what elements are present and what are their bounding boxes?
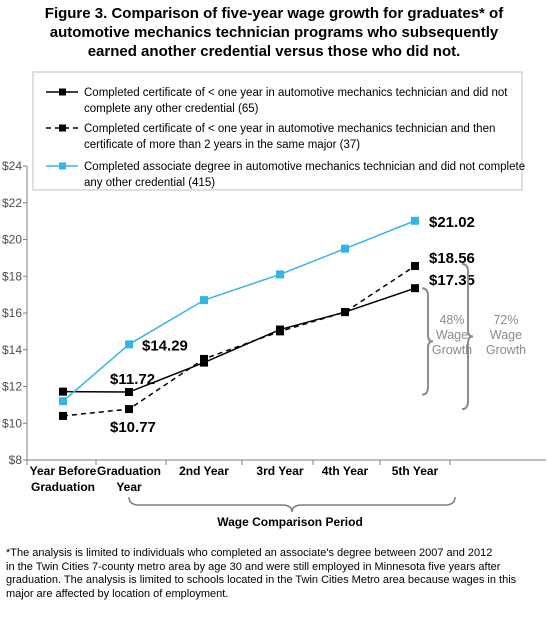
growth-annotation-growth72: Growth [486, 343, 526, 357]
y-tick-label: $24 [2, 159, 22, 173]
y-tick-label: $10 [2, 416, 22, 430]
legend-swatch-marker [59, 88, 66, 96]
series-line-cert_plus [62, 265, 416, 417]
y-tick-label: $22 [2, 196, 22, 210]
data-point-assoc [341, 244, 349, 253]
data-label: $11.72 [110, 371, 155, 388]
x-tick-label-line: 5th Year [392, 464, 439, 478]
x-tick-label: Year Before Graduation [30, 464, 97, 494]
legend-entry-text: Completed certificate of < one year in a… [84, 123, 495, 135]
data-label: $10.77 [110, 419, 156, 436]
y-tick-label: $20 [2, 233, 22, 247]
x-tick-label: 3rd Year [256, 464, 303, 478]
title-line: earned another credential versus those w… [87, 43, 461, 60]
legend-entry-text: certificate of more than 2 years in the … [84, 139, 360, 151]
data-point-cert_plus [276, 327, 284, 336]
growth-annotation-growth48: Wage [436, 328, 468, 342]
series-line-cert_only [62, 287, 416, 393]
data-label: $14.29 [142, 337, 188, 354]
growth-annotation-growth72: Wage [490, 328, 522, 342]
footnote-line: *The analysis is limited to individuals … [6, 547, 493, 559]
data-point-cert_plus [341, 308, 349, 317]
data-point-cert_plus [59, 411, 67, 420]
legend-box [32, 71, 523, 191]
x-tick-label-line: Year [116, 480, 142, 494]
y-tick-label: $8 [9, 453, 23, 467]
data-point-assoc [411, 216, 419, 225]
period-brace [128, 496, 456, 513]
data-label: $18.56 [429, 250, 475, 267]
x-tick-label-line: 4th Year [322, 464, 369, 478]
data-label: $17.35 [429, 272, 475, 289]
legend-entry-text: any other credential (415) [84, 177, 215, 189]
y-tick-label: $16 [2, 306, 22, 320]
data-point-cert_plus [411, 261, 419, 270]
growth-annotation-growth48: 48% [439, 313, 464, 327]
growth-annotation-growth48: Growth [432, 343, 472, 357]
data-point-assoc [125, 340, 133, 349]
x-tick-label: 4th Year [322, 464, 369, 478]
footnote-line: in the Twin Cities 7-county metro area b… [6, 560, 501, 573]
footnote-line: major are affected by location of employ… [6, 587, 229, 600]
legend-swatch-marker [59, 162, 66, 170]
legend-swatch-marker [59, 124, 66, 132]
data-point-cert_only [411, 284, 419, 293]
x-tick-label: 5th Year [392, 464, 439, 478]
growth-brace-72 [461, 262, 474, 411]
data-point-cert_plus [200, 354, 208, 363]
x-tick-label-line: Graduation [97, 464, 161, 478]
title-line: Figure 3. Comparison of five-year wage g… [44, 5, 504, 22]
data-point-assoc [276, 270, 284, 279]
footnote: *The analysis is limited to individuals … [6, 547, 546, 601]
x-tick-label-line: 3rd Year [256, 464, 303, 478]
data-point-cert_only [59, 387, 67, 396]
chart-title: Figure 3. Comparison of five-year wage g… [0, 4, 548, 61]
y-tick-label: $18 [2, 269, 22, 283]
data-point-assoc [59, 397, 67, 406]
y-tick-label: $14 [2, 343, 22, 357]
legend-entry-text: Completed associate degree in automotive… [84, 161, 525, 173]
data-point-cert_only [125, 388, 133, 397]
x-tick-label: Graduation Year [97, 464, 161, 494]
title-line: automotive mechanics technician programs… [49, 24, 499, 41]
data-point-cert_plus [125, 405, 133, 414]
growth-annotation-growth72: 72% [493, 313, 518, 327]
series-line-assoc [62, 220, 416, 402]
x-axis-label: Wage Comparison Period [217, 515, 363, 529]
growth-brace-48 [421, 287, 434, 396]
x-tick-label: 2nd Year [179, 464, 229, 478]
data-point-assoc [200, 296, 208, 305]
y-tick-label: $12 [2, 380, 22, 394]
x-tick-label-line: Year Before [30, 464, 97, 478]
x-tick-label-line: Graduation [31, 480, 95, 494]
legend-entry-text: Completed certificate of < one year in a… [84, 87, 508, 99]
legend-entry-text: complete any other credential (65) [84, 103, 259, 115]
footnote-line: graduation. The analysis is limited to s… [6, 574, 517, 586]
data-label: $21.02 [429, 214, 475, 231]
x-tick-label-line: 2nd Year [179, 464, 229, 478]
